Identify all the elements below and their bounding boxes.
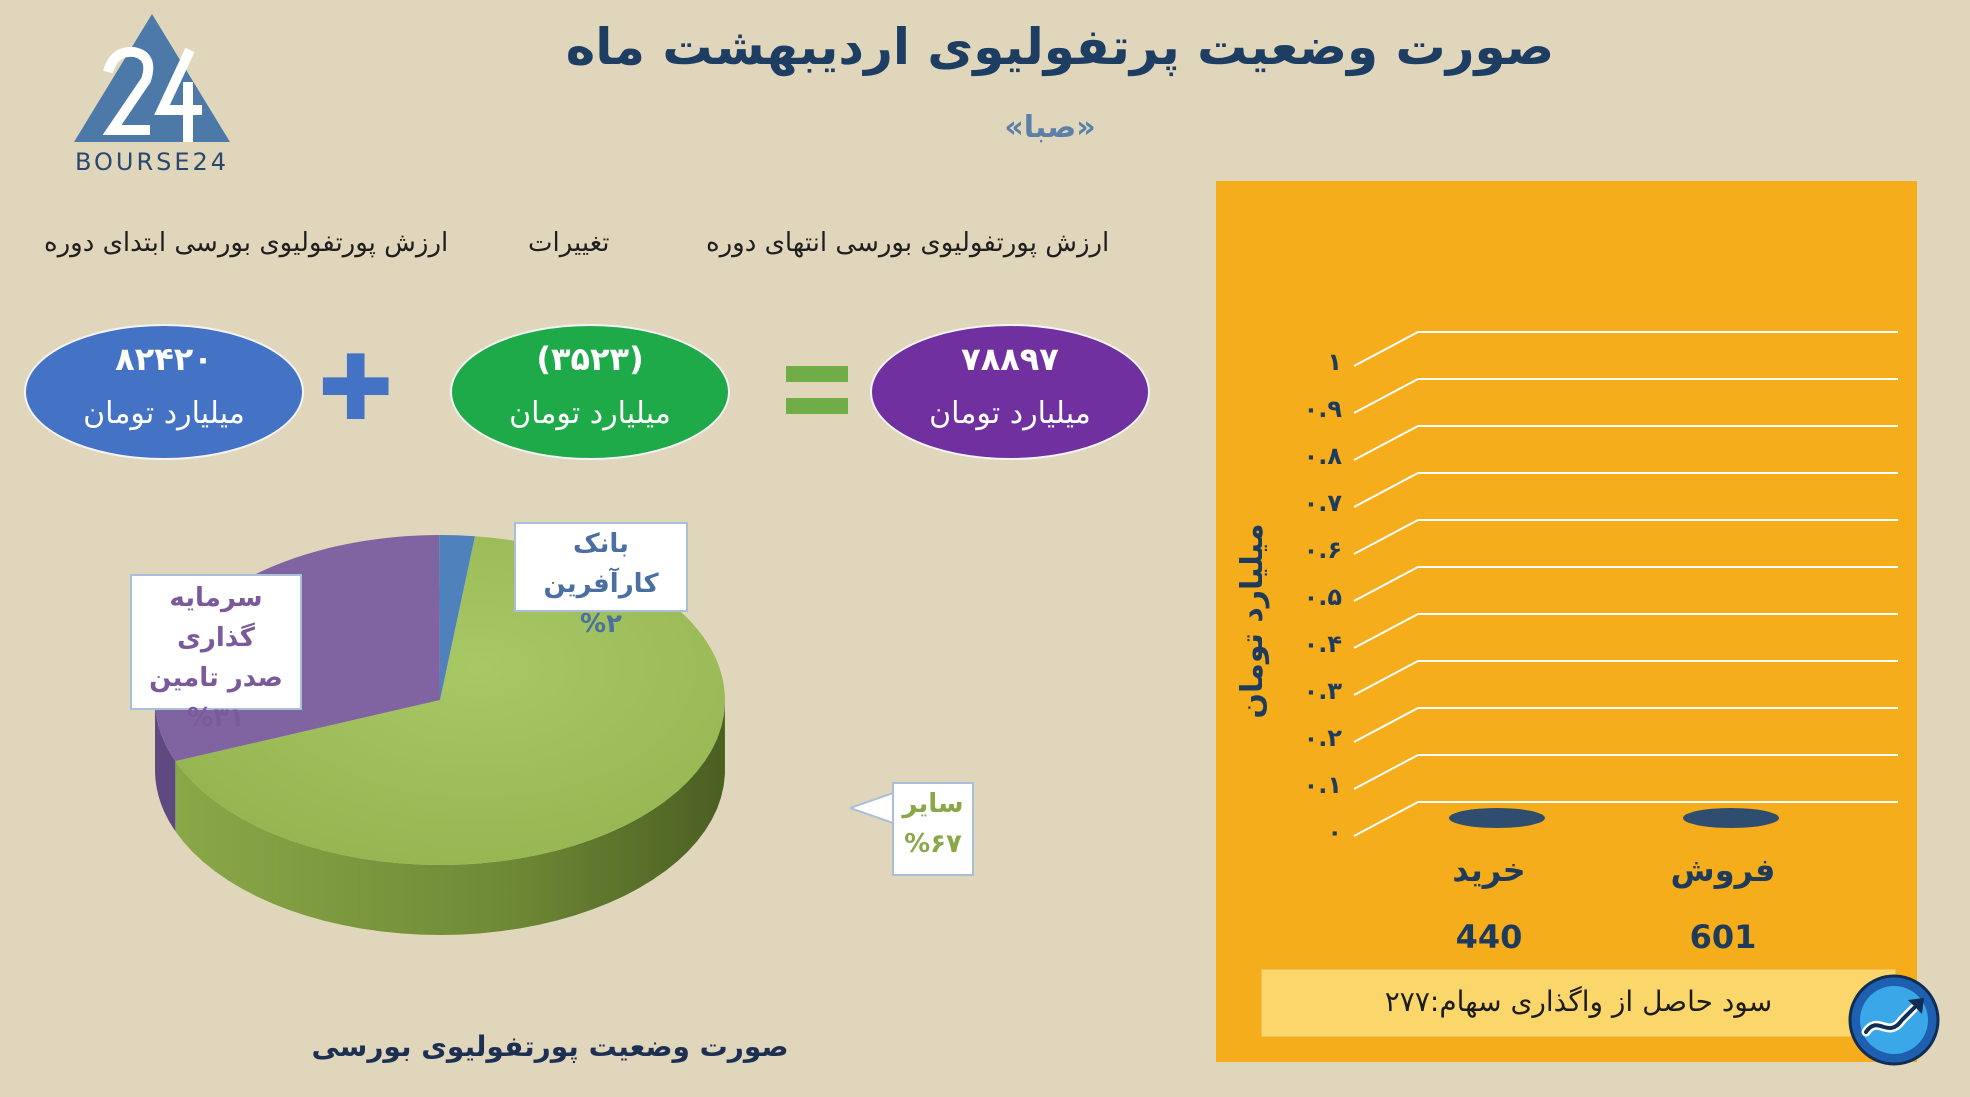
trend-badge-icon <box>1848 974 1940 1066</box>
grid-diagonal <box>1353 660 1419 696</box>
y-tick-label: ۰.۷ <box>1304 489 1343 517</box>
callout-sadr-pct: %۳۱ <box>187 703 245 733</box>
bar-chart-y-ticks: ۰ ۰.۱ ۰.۲ ۰.۳ ۰.۴ ۰.۵ ۰.۶ ۰.۷ ۰.۸ ۰.۹ ۱ <box>1304 348 1343 846</box>
grid-diagonal <box>1353 378 1419 414</box>
logo-digit-2 <box>102 46 154 135</box>
sale-profit-note: سود حاصل از واگذاری سهام:۲۷۷ <box>1261 969 1896 1037</box>
callout-other-pointer <box>850 790 896 826</box>
start-value: ۸۲۴۲۰ <box>115 340 213 378</box>
y-tick-label: ۰.۱ <box>1304 771 1342 799</box>
y-tick-label: ۰.۹ <box>1304 395 1343 423</box>
page-title: صورت وضعیت پرتفولیوی اردیبهشت ماه <box>565 18 1555 76</box>
trade-chart-panel <box>1216 181 1917 1062</box>
y-tick-label: ۰.۸ <box>1304 442 1343 470</box>
page-subtitle: «صبا» <box>1004 110 1096 145</box>
grid-diagonal <box>1353 472 1419 508</box>
change-value-unit: میلیارد تومان <box>509 396 671 431</box>
bar-buy <box>1449 808 1545 828</box>
y-tick-label: ۱ <box>1327 348 1342 376</box>
start-value-unit: میلیارد تومان <box>83 396 245 431</box>
grid-diagonal <box>1353 754 1419 790</box>
callout-karafarin-pct: %۲ <box>580 609 622 639</box>
callout-other-pct: %۶۷ <box>904 829 962 859</box>
bar-chart-y-axis-label: میلیارد تومان <box>1235 523 1270 718</box>
callout-sadr-name-2: صدر تامین <box>149 663 283 693</box>
end-value-header: ارزش پورتفولیوی بورسی انتهای دوره <box>706 228 1110 258</box>
y-tick-label: ۰.۴ <box>1304 630 1342 658</box>
callout-other: سایر %۶۷ <box>892 782 974 876</box>
pie-slice-other-side <box>175 704 725 935</box>
y-tick-label: ۰.۲ <box>1304 724 1343 752</box>
change-header: تغییرات <box>528 228 610 258</box>
plus-sign: ✚ <box>318 336 394 441</box>
pie-slice-sadr-side <box>155 698 176 832</box>
bar-chart-grid <box>1353 331 1898 837</box>
change-value-oval: (۳۵۲۳) میلیارد تومان <box>450 324 730 460</box>
grid-diagonal <box>1353 707 1419 743</box>
y-tick-label: ۰.۶ <box>1304 536 1342 564</box>
bar-chart-x-labels: خرید فروش <box>1452 851 1775 889</box>
start-value-header: ارزش پورتفولیوی بورسی ابتدای دوره <box>44 228 449 258</box>
callout-sadr-name-1: سرمایه گذاری <box>169 583 263 653</box>
bar-sell <box>1683 808 1779 828</box>
logo-digit-4 <box>154 47 202 142</box>
start-value-oval: ۸۲۴۲۰ میلیارد تومان <box>24 324 304 460</box>
pie-slice-other <box>175 536 725 865</box>
pie-footer-label: صورت وضعیت پورتفولیوی بورسی <box>311 1030 789 1063</box>
end-value: ۷۸۸۹۷ <box>961 340 1059 378</box>
bar-chart-data-labels: 440 601 <box>1456 918 1757 956</box>
grid-diagonal <box>1353 331 1419 367</box>
change-value: (۳۵۲۳) <box>536 340 644 378</box>
logo-triangle <box>74 14 230 142</box>
y-tick-label: ۰.۳ <box>1304 677 1343 705</box>
callout-karafarin-name: بانک کارآفرین <box>543 529 659 599</box>
logo-text: BOURSE24 <box>74 148 230 176</box>
y-tick-label: ۰ <box>1327 818 1342 846</box>
callout-sadr: سرمایه گذاری صدر تامین %۳۱ <box>130 574 302 733</box>
x-tick-label: خرید <box>1452 851 1525 889</box>
bourse24-logo <box>62 10 242 180</box>
grid-diagonal <box>1353 613 1419 649</box>
equals-sign <box>786 366 848 416</box>
bar-chart-bars <box>1449 808 1779 828</box>
pie-depth <box>155 698 725 935</box>
end-value-unit: میلیارد تومان <box>929 396 1091 431</box>
trade-bar-chart: ۰ ۰.۱ ۰.۲ ۰.۳ ۰.۴ ۰.۵ ۰.۶ ۰.۷ ۰.۸ ۰.۹ ۱ خرید فروش 4… <box>1235 331 1898 956</box>
grid-diagonal <box>1353 566 1419 602</box>
callout-karafarin: بانک کارآفرین %۲ <box>514 522 688 639</box>
y-tick-label: ۰.۵ <box>1304 583 1342 611</box>
pie-slice-karafarin <box>439 535 475 700</box>
grid-diagonal <box>1353 801 1419 837</box>
bar-data-label: 440 <box>1456 918 1523 956</box>
grid-diagonal <box>1353 425 1419 461</box>
x-tick-label: فروش <box>1671 851 1776 889</box>
bar-data-label: 601 <box>1690 918 1757 956</box>
grid-diagonal <box>1353 519 1419 555</box>
end-value-oval: ۷۸۸۹۷ میلیارد تومان <box>870 324 1150 460</box>
callout-other-name: سایر <box>902 789 964 819</box>
